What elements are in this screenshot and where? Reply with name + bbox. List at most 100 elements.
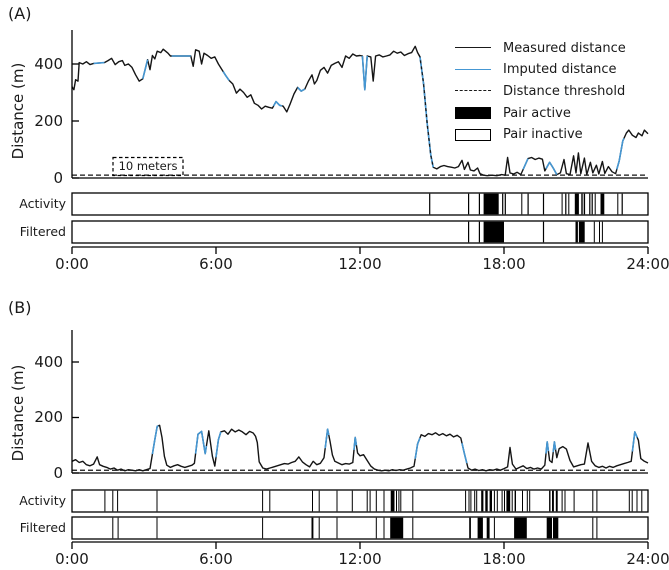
y-tick-label-A-400: 400 [34, 54, 63, 73]
imputed-distance-segment-B [151, 425, 159, 455]
filtered-bar-A [483, 221, 504, 243]
panel-a-plot [71, 30, 649, 254]
x-tick-label-A-18:00: 18:00 [482, 255, 526, 273]
activity-bar-B [396, 490, 397, 512]
x-tick-label-B-0:00: 0:00 [55, 550, 89, 568]
activity-bar-B [501, 490, 503, 512]
filtered-bar-B [311, 517, 314, 539]
activity-bar-A [483, 193, 499, 215]
activity-bar-A [478, 193, 480, 215]
activity-bar-B [496, 490, 498, 512]
panel-a-label: (A) [8, 4, 32, 23]
x-tick-label-B-24:00: 24:00 [626, 550, 669, 568]
legend-swatch-shape [455, 68, 491, 70]
legend-label: Pair inactive [503, 127, 583, 143]
filtered-strip-label-b: Filtered [19, 520, 66, 535]
threshold-annotation: 10 meters [118, 159, 178, 173]
dashed-line-icon [455, 85, 491, 97]
activity-bar-B [522, 490, 523, 512]
threshold-annotation-box [112, 156, 184, 177]
activity-bar-A [589, 193, 591, 215]
activity-bar-B [400, 490, 402, 512]
filtered-bar-B [117, 517, 119, 539]
legend-swatch-shape [455, 107, 491, 120]
filtered-bar-B [514, 517, 527, 539]
activity-bar-B [366, 490, 368, 512]
imputed-distance-segment-B [631, 431, 638, 452]
x-tick-label-A-0:00: 0:00 [55, 255, 89, 273]
x-tick-label-B-12:00: 12:00 [338, 550, 382, 568]
activity-strip-label-b: Activity [19, 493, 66, 508]
activity-bar-A [600, 193, 605, 215]
imputed-distance-segment-B [461, 443, 468, 464]
activity-bar-B [351, 490, 353, 512]
activity-bar-A [591, 193, 593, 215]
filtered-bar-A [575, 221, 578, 243]
y-tick-label-B-200: 200 [34, 408, 63, 426]
x-tick-label-A-24:00: 24:00 [626, 255, 669, 273]
filtered-bar-B [546, 517, 552, 539]
activity-bar-B [262, 490, 264, 512]
legend-label: Pair active [503, 105, 571, 121]
outline-box-icon [455, 128, 491, 141]
imputed-distance-segment-B [414, 437, 421, 459]
legend-item: Distance threshold [455, 81, 625, 101]
activity-bar-B [561, 490, 563, 512]
activity-bar-A [581, 193, 583, 215]
activity-bar-B [573, 490, 575, 512]
filtered-bar-A [593, 221, 595, 243]
imputed-distance-segment-A [297, 86, 306, 92]
activity-bar-B [526, 490, 528, 512]
filtered-bar-B [469, 517, 471, 539]
filtered-bar-B [596, 517, 598, 539]
activity-bar-B [489, 490, 492, 512]
filtered-bar-B [493, 517, 495, 539]
activity-bar-A [468, 193, 470, 215]
activity-bar-B [596, 490, 598, 512]
filtered-bar-A [478, 221, 480, 243]
activity-bar-A [521, 193, 523, 215]
activity-bar-B [383, 490, 385, 512]
imputed-distance-segment-A [222, 71, 230, 81]
imputed-distance-segment-B [552, 441, 557, 453]
y-tick-label-A-0: 0 [53, 168, 63, 187]
activity-bar-B [156, 490, 158, 512]
y-tick-label-B-0: 0 [53, 463, 63, 482]
activity-bar-B [636, 490, 638, 512]
legend-item: Pair active [455, 103, 571, 123]
imputed-distance-segment-B [194, 430, 208, 455]
imputed-distance-segment-A [522, 158, 529, 170]
activity-bar-B [481, 490, 484, 512]
activity-bar-B [549, 490, 551, 512]
activity-bar-B [465, 490, 467, 512]
measured-distance-line-B [71, 424, 649, 472]
filtered-bar-B [553, 517, 559, 539]
filtered-strip-A [71, 220, 649, 244]
activity-bar-B [117, 490, 119, 512]
activity-bar-B [412, 490, 414, 512]
y-tick-label-A-200: 200 [34, 111, 63, 130]
legend-item: Pair inactive [455, 125, 583, 145]
filtered-bar-B [412, 517, 414, 539]
legend-swatch-shape [455, 90, 491, 92]
x-tick-label-B-6:00: 6:00 [199, 550, 233, 568]
activity-bar-B [369, 490, 371, 512]
activity-strip-A [71, 192, 649, 216]
imputed-distance-segment-A [361, 55, 368, 91]
activity-bar-B [318, 490, 320, 512]
legend-item: Imputed distance [455, 60, 617, 80]
activity-bar-B [476, 490, 478, 512]
legend-swatch-shape [455, 128, 491, 141]
activity-bar-A [574, 193, 579, 215]
activity-bar-A [568, 193, 570, 215]
filtered-bar-B [383, 517, 385, 539]
activity-bar-A [504, 193, 506, 215]
activity-bar-B [641, 490, 643, 512]
activity-bar-A [621, 193, 623, 215]
filtered-bar-B [336, 517, 338, 539]
activity-bar-B [336, 490, 338, 512]
activity-bar-B [506, 490, 511, 512]
imputed-distance-segment-A [545, 161, 558, 175]
activity-bar-A [429, 193, 431, 215]
